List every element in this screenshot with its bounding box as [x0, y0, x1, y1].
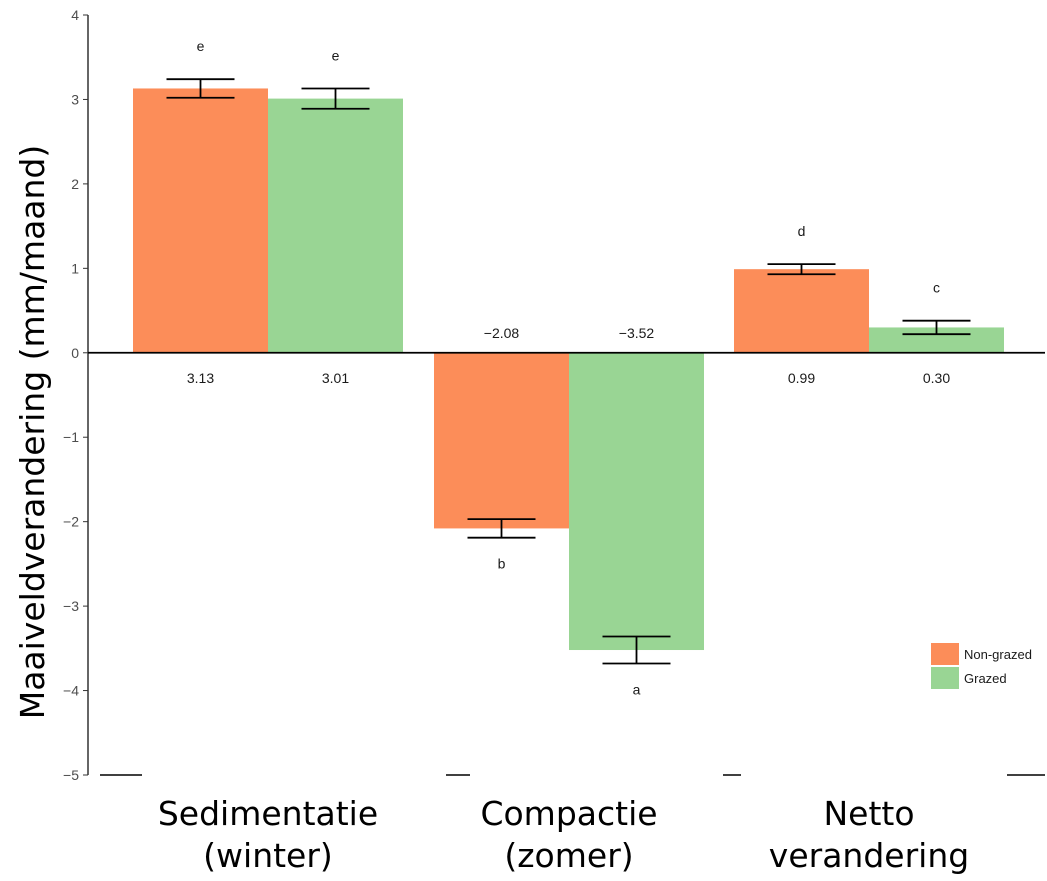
bar	[268, 98, 403, 353]
significance-letter: e	[332, 47, 340, 63]
value-label: 0.30	[923, 370, 950, 386]
x-category-label-line: (winter)	[203, 836, 333, 875]
value-label: 0.99	[788, 370, 815, 386]
bar	[434, 352, 569, 529]
y-tick-label: −2	[63, 514, 79, 530]
bar	[133, 88, 268, 353]
significance-letter: b	[498, 556, 506, 572]
legend: Non-grazed Grazed	[931, 643, 1032, 689]
significance-letter: d	[798, 223, 806, 239]
y-tick-label: −5	[63, 767, 79, 783]
x-category-label: Netto verandering	[769, 794, 969, 875]
x-category-label: Sedimentatie (winter)	[158, 794, 378, 875]
x-category-label-line: Sedimentatie	[158, 794, 378, 833]
significance-letter: e	[197, 38, 205, 54]
y-tick-label: −1	[63, 429, 79, 445]
legend-label: Grazed	[964, 671, 1007, 686]
y-tick-label: −4	[63, 683, 79, 699]
y-axis-title: Maaiveldverandering (mm/maand)	[13, 145, 52, 720]
significance-letter: a	[633, 682, 641, 698]
y-tick-label: 3	[71, 91, 79, 107]
legend-swatch	[931, 667, 959, 689]
bar	[734, 269, 869, 353]
bar-labels: 3.13 e −2.08 b 0.99 d 3.01 e −3.52 a 0.30 c	[187, 38, 950, 697]
bars	[133, 78, 1004, 665]
y-tick-label: −3	[63, 598, 79, 614]
value-label: 3.13	[187, 370, 214, 386]
bar	[569, 352, 704, 651]
x-category-label: Compactie (zomer)	[480, 794, 657, 875]
x-category-label-line: Compactie	[480, 794, 657, 833]
y-tick-label: 1	[71, 260, 79, 276]
significance-letter: c	[933, 280, 940, 296]
legend-swatch	[931, 643, 959, 665]
y-axis: −5 −4 −3 −2 −1 0 1 2 3 4	[63, 7, 89, 783]
x-category-label-line: verandering	[769, 836, 969, 875]
x-category-label-line: (zomer)	[504, 836, 633, 875]
y-tick-label: 0	[71, 345, 79, 361]
value-label: −2.08	[484, 325, 520, 341]
value-label: 3.01	[322, 370, 349, 386]
x-axis: Sedimentatie (winter) Compactie (zomer) Nett…	[100, 774, 1045, 875]
legend-label: Non-grazed	[964, 647, 1032, 662]
x-category-label-line: Netto	[823, 794, 914, 833]
y-tick-label: 4	[71, 7, 79, 23]
value-label: −3.52	[619, 325, 655, 341]
y-tick-label: 2	[71, 176, 79, 192]
